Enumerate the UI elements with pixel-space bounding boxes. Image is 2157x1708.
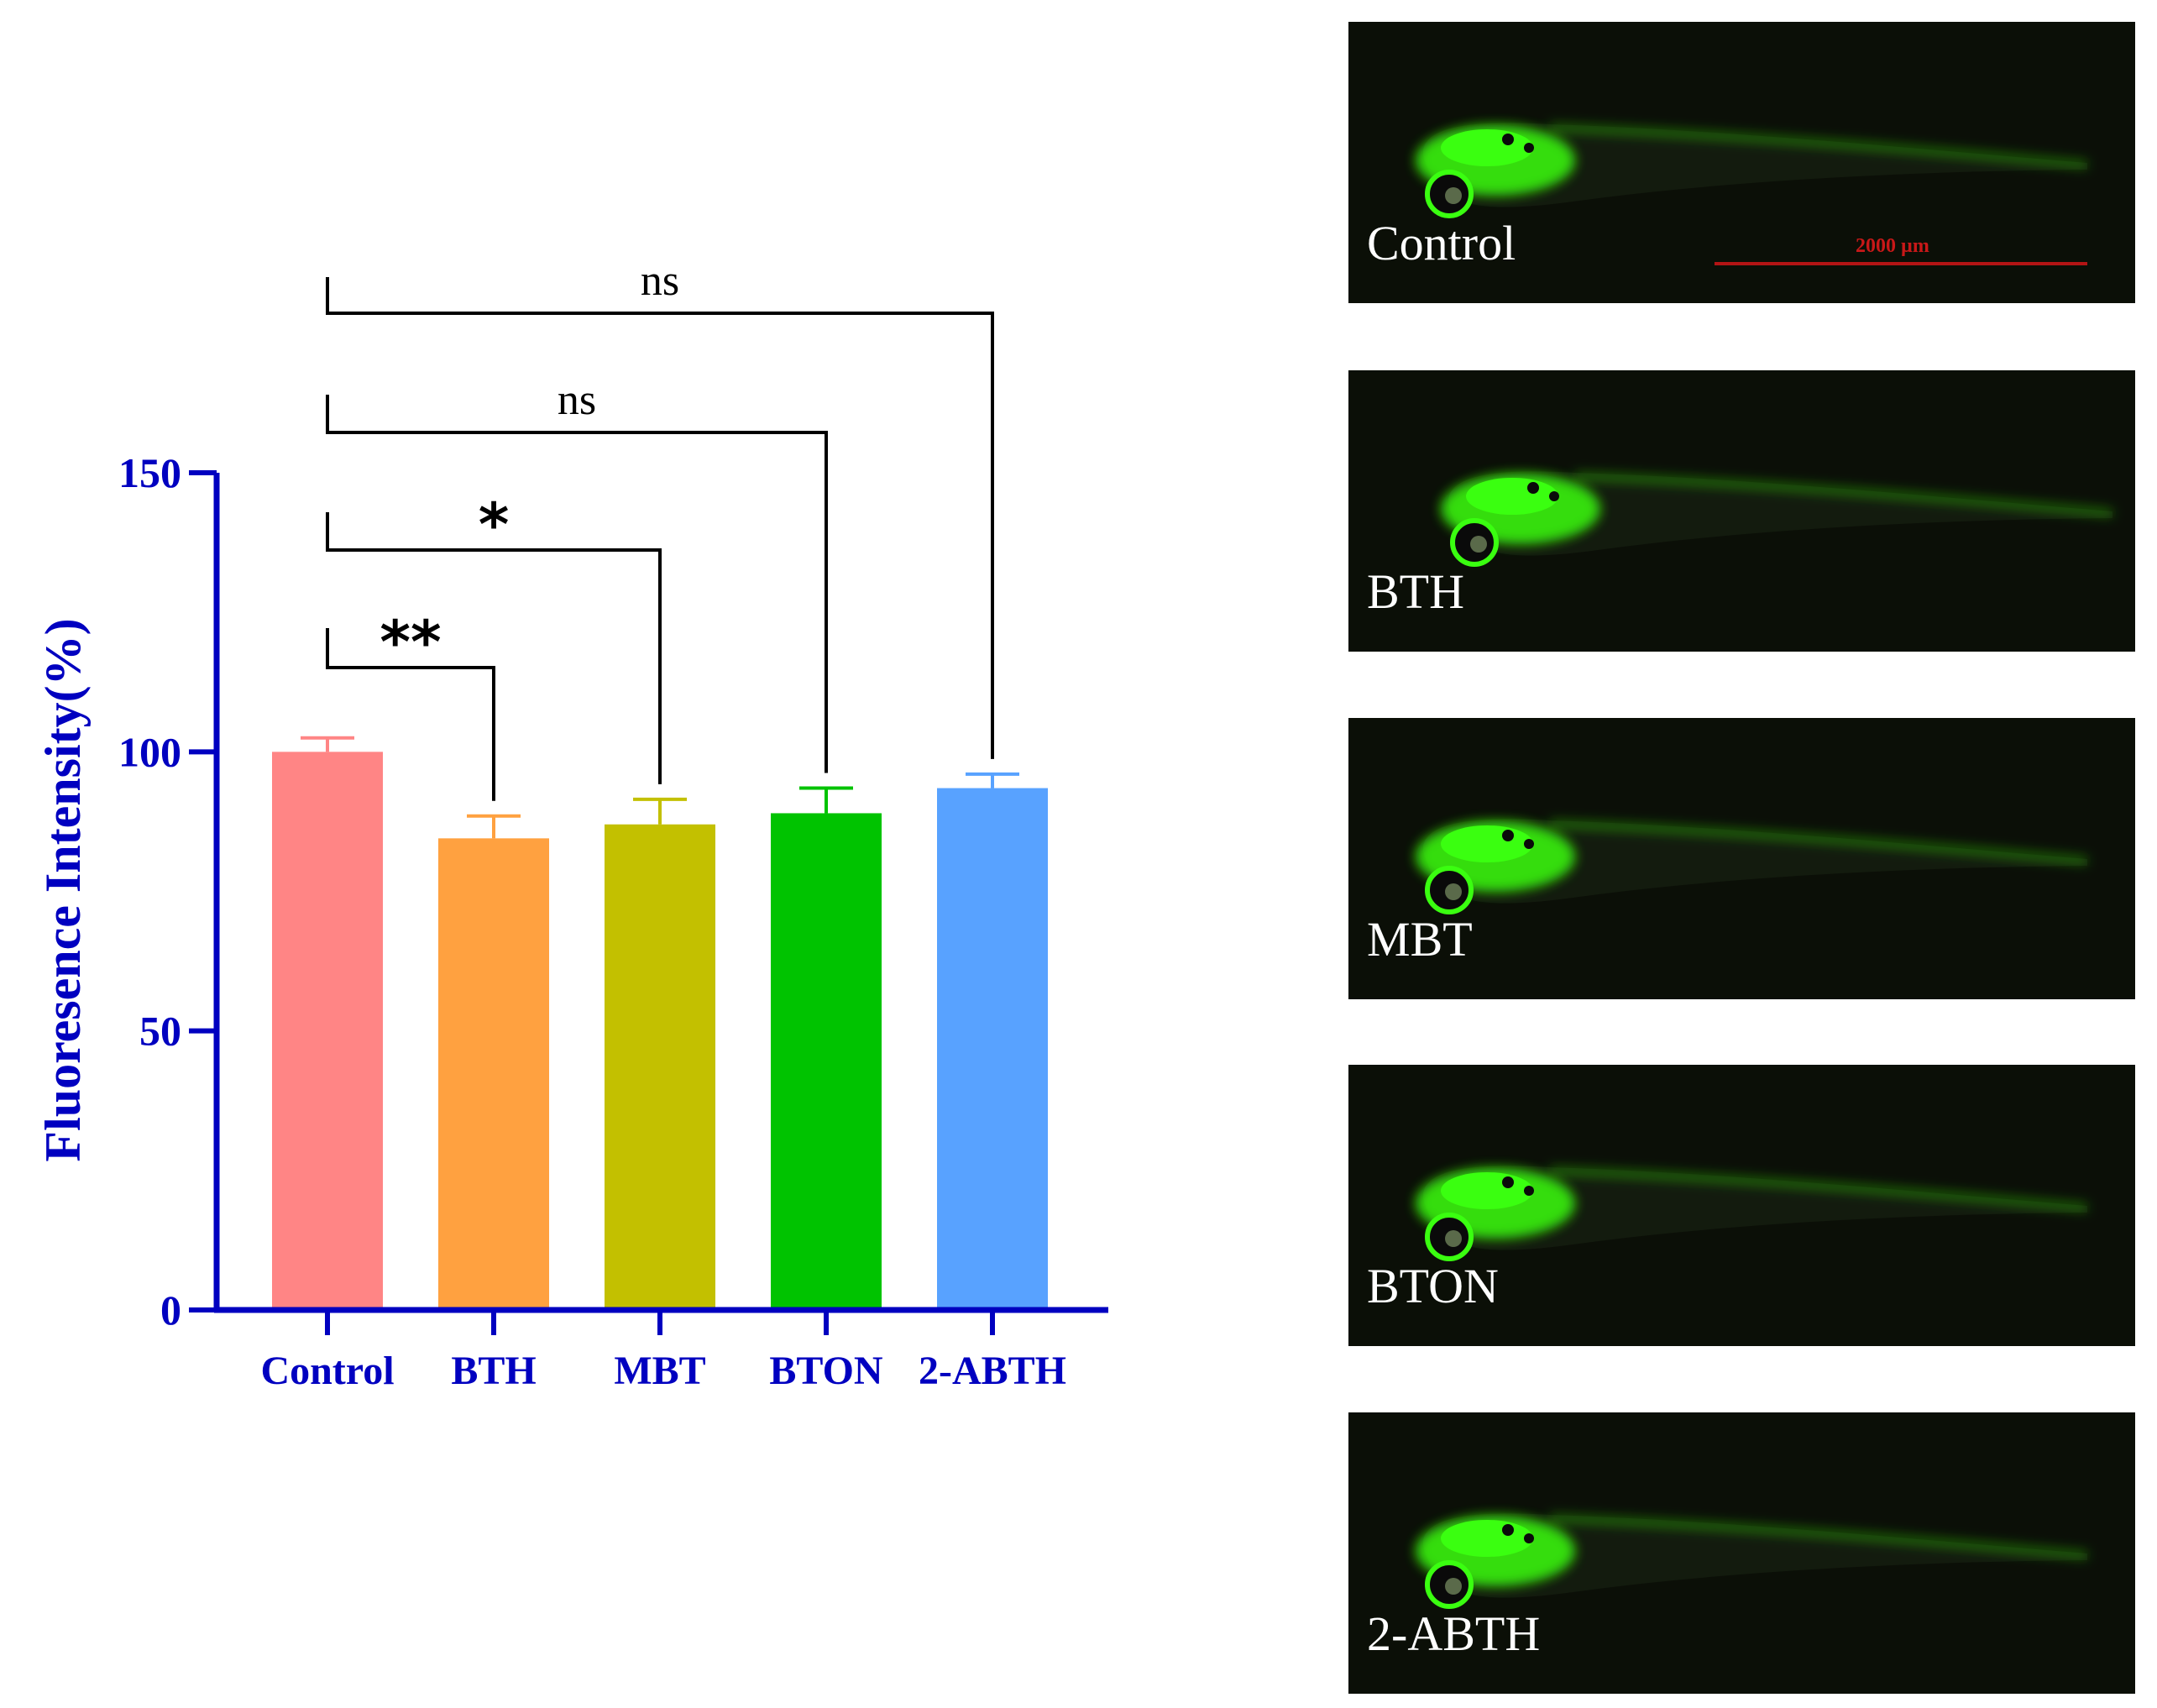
image-label-mbt: MBT — [1367, 912, 1473, 967]
bar-mbt — [605, 824, 715, 1310]
zebrafish-icon — [1416, 1166, 2088, 1261]
image-label-bth: BTH — [1367, 564, 1464, 619]
image-label-2-abth: 2-ABTH — [1367, 1606, 1541, 1661]
bar-bton — [771, 813, 882, 1310]
x-tick-label-bth: BTH — [451, 1349, 536, 1393]
scale-bar — [1715, 262, 2087, 265]
image-panel-2-abth: 2-ABTH — [1348, 1412, 2135, 1694]
significance-label-2-abth: ns — [641, 257, 679, 305]
image-panel-mbt: MBT — [1348, 718, 2135, 999]
image-panel-bth: BTH — [1348, 370, 2135, 652]
y-tick-label-100: 100 — [118, 728, 181, 775]
bar-bth — [438, 838, 549, 1310]
y-axis-label: Fluoresence Intensity(%) — [35, 618, 91, 1161]
zebrafish-icon — [1416, 123, 2088, 218]
zebrafish-icon — [1416, 1513, 2088, 1609]
bracket-control-2-abth — [326, 277, 994, 759]
image-label-control: Control — [1367, 216, 1516, 270]
axes-layer: 0 50 100 150 Control BTH MBT BTON 2-ABTH — [118, 449, 1108, 1393]
y-tick-label-0: 0 — [160, 1286, 181, 1333]
bracket-control-bth — [326, 628, 495, 801]
bar-control — [272, 752, 383, 1310]
image-panel-control: Control 2000 µm — [1348, 22, 2135, 303]
image-label-bton: BTON — [1367, 1259, 1499, 1313]
image-panel-bton: BTON — [1348, 1065, 2135, 1346]
x-tick-label-bton: BTON — [769, 1349, 883, 1393]
bar-2-abth — [937, 788, 1048, 1310]
bracket-control-mbt — [326, 512, 662, 784]
error-bars-layer — [301, 736, 1019, 839]
x-tick-label-mbt: MBT — [614, 1349, 705, 1393]
significance-label-bton: ns — [558, 376, 596, 424]
significance-label-bth: ** — [380, 608, 441, 677]
x-tick-label-control: Control — [260, 1349, 394, 1393]
bars-layer — [272, 752, 1048, 1310]
zebrafish-icon — [1441, 471, 2113, 567]
scale-bar-label: 2000 µm — [1856, 235, 1929, 257]
y-tick-label-50: 50 — [139, 1008, 181, 1055]
significance-label-mbt: * — [479, 490, 510, 559]
y-tick-label-150: 150 — [118, 449, 181, 496]
bracket-control-bton — [326, 395, 828, 773]
x-tick-label-2-abth: 2-ABTH — [919, 1349, 1066, 1393]
zebrafish-icon — [1416, 819, 2088, 914]
